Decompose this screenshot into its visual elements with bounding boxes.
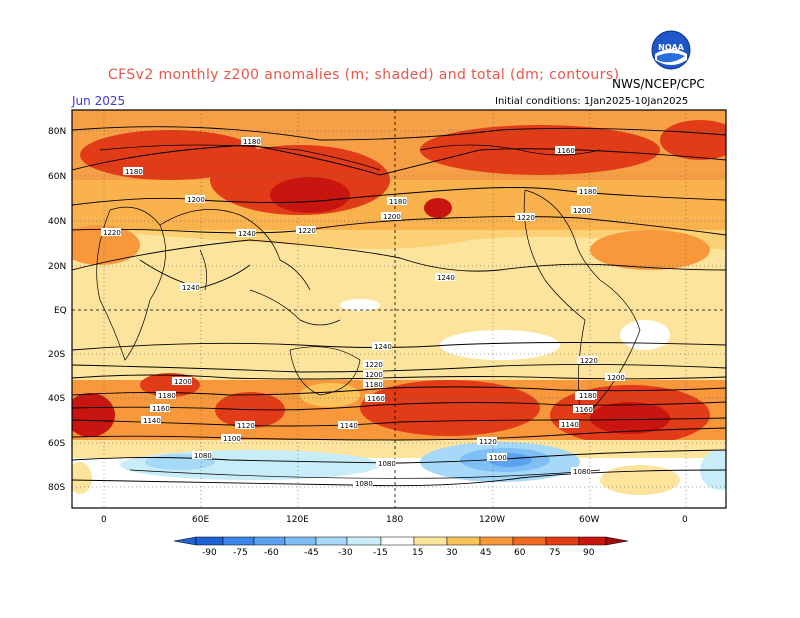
- lat-label: 20S: [48, 350, 65, 360]
- init-conditions: Initial conditions: 1Jan2025-10Jan2025: [495, 96, 689, 107]
- contour-label: 1220: [298, 227, 316, 235]
- contour-label: 1160: [367, 395, 385, 403]
- lat-label: EQ: [54, 306, 67, 316]
- lat-label: 20N: [48, 262, 66, 272]
- lon-label: 0: [682, 515, 688, 525]
- contour-label: 1140: [143, 417, 161, 425]
- lat-label: 80S: [48, 483, 65, 493]
- contour-label: 1240: [182, 284, 200, 292]
- legend-tick: 75: [549, 548, 560, 558]
- contour-label: 1200: [174, 378, 192, 386]
- legend-tick: -60: [264, 548, 279, 558]
- contour-label: 1100: [223, 435, 241, 443]
- contour-label: 1180: [158, 392, 176, 400]
- legend-tick: 30: [446, 548, 458, 558]
- contour-label: 1220: [103, 229, 121, 237]
- contour-label: 1200: [365, 371, 383, 379]
- legend-tick: -15: [373, 548, 388, 558]
- contour-label: 1180: [365, 381, 383, 389]
- contour-label: 1180: [243, 138, 261, 146]
- contour-label: 1240: [437, 274, 455, 282]
- contour-label: 1200: [573, 207, 591, 215]
- lon-label: 60W: [579, 515, 599, 525]
- map-frame: [71, 109, 727, 509]
- contour-label: 1180: [579, 392, 597, 400]
- contour-label: 1220: [365, 361, 383, 369]
- contour-label: 1140: [561, 421, 579, 429]
- lon-label: 120E: [286, 515, 309, 525]
- contour-label: 1180: [125, 168, 143, 176]
- contour-label: 1240: [238, 230, 256, 238]
- contour-label: 1120: [479, 438, 497, 446]
- legend-tick: 15: [412, 548, 423, 558]
- map-title: CFSv2 monthly z200 anomalies (m; shaded)…: [108, 67, 620, 83]
- contour-label: 1120: [237, 422, 255, 430]
- contour-label: 1080: [378, 460, 396, 468]
- contour-label: 1200: [607, 374, 625, 382]
- org-label: NWS/NCEP/CPC: [612, 77, 705, 91]
- legend-tick: -30: [338, 548, 353, 558]
- contour-label: 1160: [575, 406, 593, 414]
- contour-label: 1180: [389, 198, 407, 206]
- lon-label: 0: [101, 515, 107, 525]
- legend-tick: 60: [514, 548, 526, 558]
- lon-label: 180: [386, 515, 403, 525]
- contour-label: 1080: [355, 480, 373, 488]
- contour-label: 1100: [489, 454, 507, 462]
- legend-tick: -75: [233, 548, 248, 558]
- contour-label: 1240: [374, 343, 392, 351]
- lon-axis: 0 60E 120E 180 120W 60W 0: [101, 515, 688, 525]
- legend-tick: -45: [304, 548, 319, 558]
- contour-label: 1200: [187, 196, 205, 204]
- contour-label-group: 1180 1180 1160 1200 1240 1220 1220 1200 …: [101, 137, 625, 488]
- contour-label: 1080: [573, 468, 591, 476]
- legend-tick: 45: [480, 548, 491, 558]
- legend-tick: -90: [202, 548, 217, 558]
- contour-label: 1160: [557, 147, 575, 155]
- contour-label: 1140: [340, 422, 358, 430]
- lat-label: 40N: [48, 217, 66, 227]
- contour-label: 1080: [194, 452, 212, 460]
- lat-label: 40S: [48, 394, 65, 404]
- contour-label: 1220: [517, 214, 535, 222]
- lon-label: 120W: [479, 515, 505, 525]
- noaa-logo-icon: NOAA: [651, 30, 691, 70]
- svg-text:NOAA: NOAA: [658, 43, 684, 52]
- lat-label: 60N: [48, 172, 66, 182]
- graticule: [72, 110, 726, 508]
- contour-label: 1200: [383, 213, 401, 221]
- anomaly-shading: [72, 110, 726, 508]
- legend-tick: 90: [583, 548, 595, 558]
- color-legend: -90 -75 -60 -45 -30 -15 15 30 45 60 75 9…: [173, 536, 629, 558]
- lat-label: 60S: [48, 439, 65, 449]
- lon-label: 60E: [192, 515, 209, 525]
- contour-label: 1160: [152, 405, 170, 413]
- contour-label: 1220: [580, 357, 598, 365]
- month-label: Jun 2025: [72, 94, 126, 108]
- lat-label: 80N: [48, 127, 66, 137]
- lat-axis: 80N 60N 40N 20N EQ 20S 40S 60S 80S: [48, 127, 67, 493]
- contour-label: 1180: [579, 188, 597, 196]
